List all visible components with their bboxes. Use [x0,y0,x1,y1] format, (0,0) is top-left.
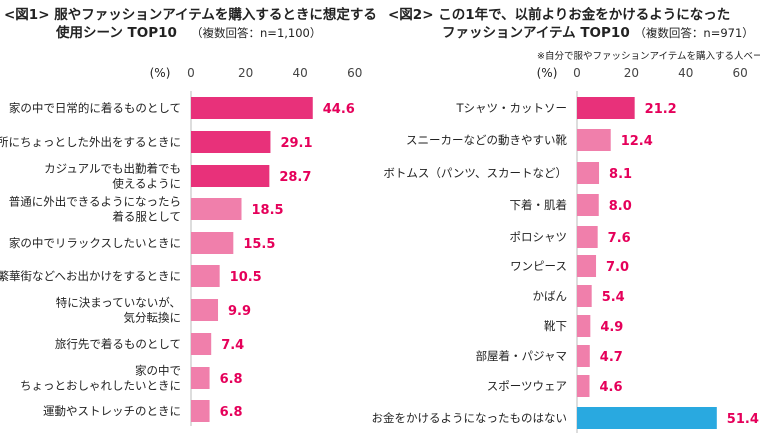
chart1-value-label: 10.5 [230,270,262,285]
chart2-bar [577,375,590,397]
chart1-value-label: 29.1 [280,136,312,151]
chart2-category-label: ワンピース [510,259,567,273]
chart1-tick-label: 60 [347,66,362,80]
chart2-note: ※自分で服やファッションアイテムを購入する人ベース [537,51,760,62]
chart2-unit-label: (%) [537,66,558,80]
chart2-tick-label: 60 [733,66,748,80]
chart2-category-label: 靴下 [544,319,567,333]
chart1-category-label: 運動やストレッチのときに [43,404,181,418]
chart1-value-label: 18.5 [252,203,284,218]
chart2-category-label: 下着・肌着 [510,198,568,212]
chart1-bar [191,97,313,119]
chart2-tick-label: 0 [573,66,581,80]
chart2-bar [577,407,717,429]
chart1-bar [191,165,270,187]
chart1-value-label: 6.8 [220,372,243,387]
chart1-category-label: 旅行先で着るものとして [55,337,181,351]
chart1-value-label: 6.8 [220,405,243,420]
chart1-bar [191,400,210,422]
chart1-category-label: カジュアルでも出勤着でも [44,162,181,176]
chart1-category-label: 繁華街などへお出かけをするときに [0,269,181,283]
chart2-value-label: 21.2 [645,102,677,117]
chart1-bar [191,367,210,389]
chart1-category-label: 着る服として [112,210,181,224]
chart2-category-label: お金をかけるようになったものはない [372,411,568,425]
chart1-category-label: 普通に外出できるようになったら [9,195,181,209]
chart2-bar [577,194,599,216]
chart2-value-label: 4.9 [600,320,623,335]
chart1-category-label: 家の中で [135,364,181,378]
chart1-tick-label: 20 [238,66,253,80]
chart2-category-label: かばん [533,289,568,303]
chart2-tick-label: 20 [624,66,639,80]
chart2-title-line1: <図2> この1年で、以前よりお金をかけるようになった [388,7,731,23]
chart2-category-label: ポロシャツ [510,230,568,244]
chart1-title: <図1> 服やファッションアイテムを購入するときに想定する 使用シーン TOP1… [4,6,377,42]
chart2-category-label: スポーツウェア [487,379,567,393]
chart2-value-label: 51.4 [727,412,759,427]
chart2-tick-label: 40 [678,66,693,80]
chart2-subtitle: （複数回答：n=971） [634,26,754,40]
chart2-bar [577,315,591,337]
chart1-bar [191,299,219,321]
chart1-title-line2: 使用シーン TOP10 [56,25,177,41]
chart1-category-label: 家の中で日常的に着るものとして [9,101,181,115]
chart1-value-label: 7.4 [221,338,244,353]
chart1-bar [191,333,212,355]
chart2-bar [577,129,611,151]
chart1-tick-label: 0 [187,66,195,80]
chart2-bar [577,345,590,367]
chart1-tick-label: 40 [293,66,308,80]
chart1-unit-label: (%) [150,66,171,80]
chart1-category-label: 使えるように [112,177,181,191]
chart2-value-label: 8.1 [609,167,632,182]
chart2-value-label: 4.7 [600,350,623,365]
chart2-category-label: Tシャツ・カットソー [455,101,567,115]
chart1-category-label: 気分転換に [124,311,182,325]
chart1-bar [191,131,271,153]
chart2-category-label: スニーカーなどの動きやすい靴 [406,133,567,147]
chart1-bar [191,265,220,287]
chart2-value-label: 7.6 [608,231,631,246]
chart2-value-label: 8.0 [609,199,632,214]
chart2-category-label: ボトムス（パンツ、スカートなど） [383,166,567,180]
chart2-value-label: 4.6 [600,380,623,395]
chart1-category-label: ちょっとおしゃれしたいときに [20,379,181,393]
chart1-category-label: 近所にちょっとした外出をするときに [0,135,181,149]
chart1-bar [191,232,234,254]
chart2-bar [577,97,635,119]
chart2-value-label: 12.4 [621,134,653,149]
chart1-category-label: 特に決まっていないが、 [56,296,181,310]
chart2-title: <図2> この1年で、以前よりお金をかけるようになった ファッションアイテム T… [388,6,754,42]
chart2-bar [577,226,598,248]
chart1-subtitle: （複数回答：n=1,100） [191,26,322,40]
chart2-category-label: 部屋着・パジャマ [476,349,567,363]
chart2-value-label: 5.4 [602,290,625,305]
chart2-bar [577,162,600,184]
chart2-bar [577,285,592,307]
chart1-value-label: 9.9 [228,304,251,319]
chart2-title-line2: ファッションアイテム TOP10 [442,25,630,41]
chart2-bar [577,255,597,277]
chart2-value-label: 7.0 [606,260,629,275]
chart1-title-line1: <図1> 服やファッションアイテムを購入するときに想定する [4,7,377,23]
chart1-value-label: 28.7 [279,170,311,185]
chart1-value-label: 15.5 [243,237,275,252]
chart1-category-label: 家の中でリラックスしたいときに [9,236,181,250]
chart1-bar [191,198,242,220]
chart1-value-label: 44.6 [323,102,355,117]
